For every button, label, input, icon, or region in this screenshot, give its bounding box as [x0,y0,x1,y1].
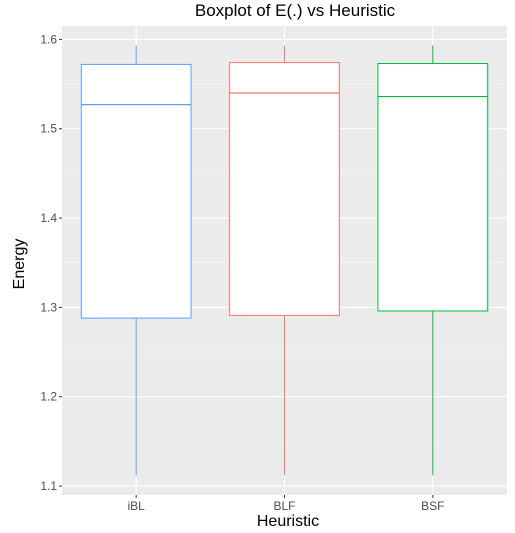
y-tick-label: 1.4 [40,211,57,225]
box-ibl [80,45,192,476]
box-iqr [377,63,489,312]
y-axis-title: Energy [11,239,28,290]
box-iqr [229,62,340,316]
box-bsf [377,45,489,476]
y-tick-label: 1.6 [40,32,57,46]
x-tick-label: iBL [127,499,145,513]
box-iqr [80,63,192,319]
x-tick-label: BSF [421,499,444,513]
y-tick-label: 1.1 [40,479,57,493]
y-tick-label: 1.3 [40,300,57,314]
y-axis: 1.1 1.2 1.3 1.4 1.5 1.6 [40,32,62,493]
chart-title: Boxplot of E(.) vs Heuristic [195,1,396,20]
x-axis: iBL BLF BSF [127,495,445,513]
box-blf [229,45,340,476]
y-tick-label: 1.2 [40,390,57,404]
boxes-layer [80,45,489,476]
x-axis-title: Heuristic [257,513,319,530]
x-tick-label: BLF [273,499,295,513]
y-tick-label: 1.5 [40,122,57,136]
